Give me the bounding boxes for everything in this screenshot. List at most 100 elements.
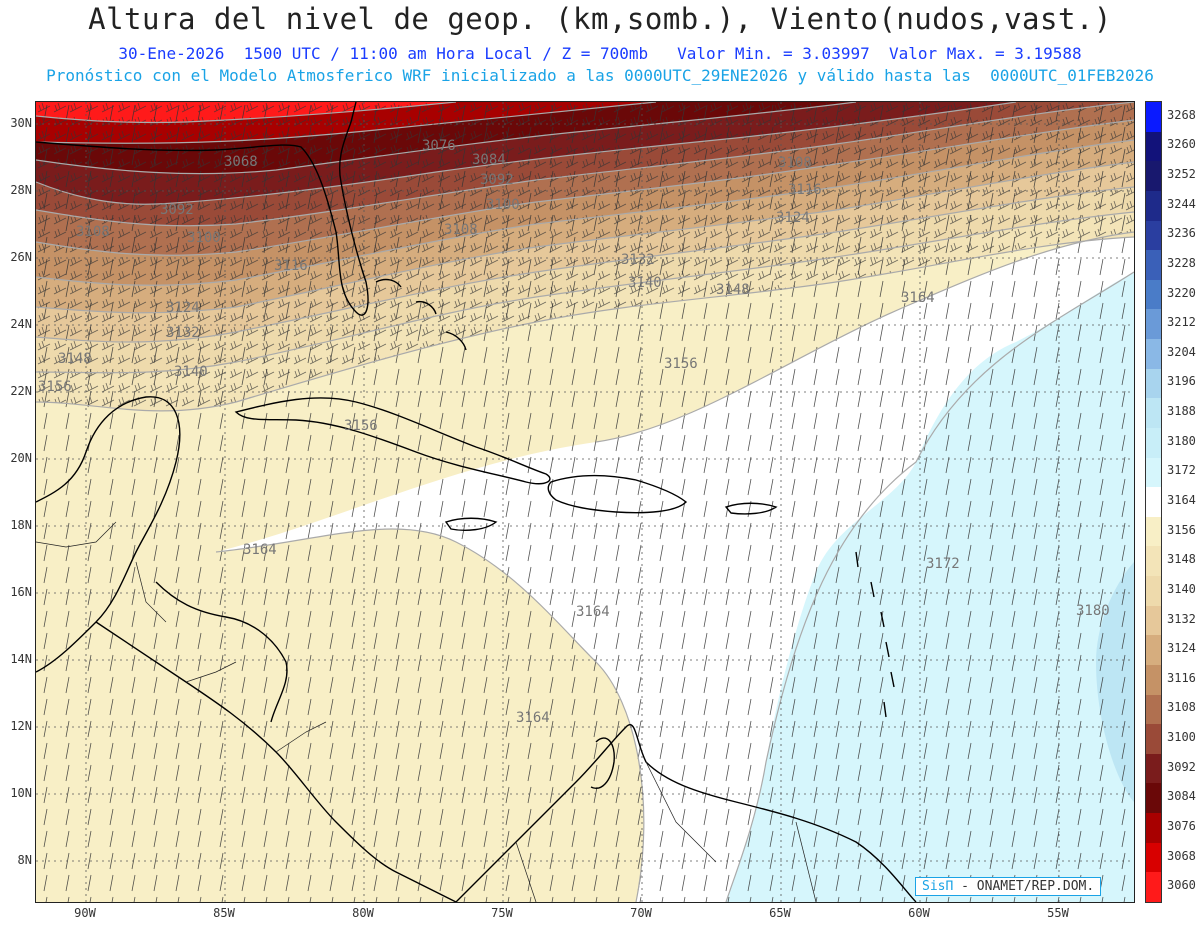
colorbar-swatch	[1146, 842, 1161, 873]
contour-label: 3132	[166, 325, 200, 341]
contour-label: 3108	[444, 222, 478, 238]
colorbar-swatch	[1146, 161, 1161, 192]
contour-label: 3092	[160, 202, 194, 218]
contour-label: 3124	[776, 210, 810, 226]
colorbar-label: 3180	[1167, 433, 1196, 448]
colorbar-label: 3252	[1167, 167, 1196, 182]
contour-label: 3180	[1076, 603, 1110, 619]
colorbar-label: 3172	[1167, 463, 1196, 478]
colorbar-swatch	[1146, 753, 1161, 784]
lon-label: 80W	[352, 906, 374, 920]
contour-label: 3148	[58, 351, 92, 367]
contour-label: 3084	[472, 152, 506, 168]
contour-label: 3164	[243, 542, 277, 558]
lat-label: 10N	[10, 786, 32, 800]
lat-label: 30N	[10, 116, 32, 130]
colorbar-label: 3268	[1167, 107, 1196, 122]
contour-label: 3156	[344, 418, 378, 434]
contour-label: 3108	[76, 224, 110, 240]
graticule	[36, 102, 1134, 902]
contour-label: 3164	[516, 710, 550, 726]
lat-label: 22N	[10, 384, 32, 398]
colorbar-label: 3084	[1167, 789, 1196, 804]
lon-label: 65W	[769, 906, 791, 920]
lat-label: 24N	[10, 317, 32, 331]
colorbar-label: 3156	[1167, 522, 1196, 537]
borders	[36, 521, 817, 902]
contour-label: 3116	[274, 258, 308, 274]
chart-title: Altura del nivel de geop. (km,somb.), Vi…	[88, 2, 1112, 36]
contour-label: 3068	[224, 154, 258, 170]
colorbar-swatch	[1146, 664, 1161, 696]
colorbar-label: 3076	[1167, 818, 1196, 833]
credit-box: SisΠ - ONAMET/REP.DOM.	[915, 877, 1102, 896]
colorbar-label: 3116	[1167, 670, 1196, 685]
colorbar-swatch	[1146, 131, 1161, 162]
colorbar-swatch	[1146, 457, 1161, 488]
colorbar-label: 3244	[1167, 196, 1196, 211]
contour-label: 3116	[788, 182, 822, 198]
colorbar-label: 3220	[1167, 285, 1196, 300]
credit-text: - ONAMET/REP.DOM.	[953, 879, 1095, 894]
colorbar-label: 3132	[1167, 611, 1196, 626]
colorbar-label: 3108	[1167, 700, 1196, 715]
colorbar-swatch	[1146, 813, 1161, 844]
contour-label: 3164	[576, 604, 610, 620]
valid-time-subtitle: 30-Ene-2026 1500 UTC / 11:00 am Hora Loc…	[118, 44, 1082, 63]
colorbar-label: 3260	[1167, 137, 1196, 152]
colorbar-swatch	[1146, 368, 1161, 399]
colorbar-label: 3140	[1167, 581, 1196, 596]
contour-label: 3148	[716, 282, 750, 298]
colorbar-label: 3236	[1167, 226, 1196, 241]
contour-label: 3140	[628, 275, 662, 291]
colorbar-swatch	[1146, 220, 1161, 251]
colorbar-label: 3124	[1167, 641, 1196, 656]
colorbar-swatch	[1146, 516, 1161, 547]
isolines	[36, 102, 1134, 902]
lon-label: 55W	[1047, 906, 1069, 920]
colorbar-swatch	[1146, 279, 1161, 310]
contour-label: 3100	[187, 230, 221, 246]
lat-label: 28N	[10, 183, 32, 197]
contour-label: 3092	[480, 172, 514, 188]
contour-label: 3172	[926, 556, 960, 572]
colorbar-label: 3068	[1167, 848, 1196, 863]
colorbar-swatch	[1146, 250, 1161, 281]
lon-label: 60W	[908, 906, 930, 920]
colorbar-swatch	[1146, 487, 1161, 518]
colorbar-swatch	[1146, 605, 1161, 636]
lat-label: 26N	[10, 250, 32, 264]
contour-label: 3076	[422, 138, 456, 154]
contour-label: 3156	[38, 379, 72, 395]
lat-label: 16N	[10, 585, 32, 599]
lon-label: 75W	[491, 906, 513, 920]
colorbar-label: 3188	[1167, 404, 1196, 419]
colorbar-label: 3164	[1167, 493, 1196, 507]
lat-label: 12N	[10, 719, 32, 733]
colorbar-label: 3228	[1167, 255, 1196, 270]
colorbar-label: 3196	[1167, 374, 1196, 389]
colorbar-label: 3212	[1167, 315, 1196, 330]
contour-label: 3132	[621, 252, 655, 268]
colorbar-swatch	[1146, 427, 1161, 459]
colorbar-swatch	[1146, 724, 1161, 755]
lon-label: 70W	[630, 906, 652, 920]
colorbar-label: 3148	[1167, 552, 1196, 567]
colorbar-swatch	[1146, 576, 1161, 607]
lon-label: 85W	[213, 906, 235, 920]
colorbar-label: 3204	[1167, 344, 1196, 359]
model-info-subtitle: Pronóstico con el Modelo Atmosferico WRF…	[46, 66, 1154, 85]
colorbar-swatch	[1146, 872, 1161, 903]
contour-labels: 3068 3076 3084 3092 3092 3100 3100 3108 …	[38, 138, 1110, 726]
colorbar-swatch	[1146, 102, 1161, 133]
lon-label: 90W	[74, 906, 96, 920]
contour-label: 3124	[166, 300, 200, 316]
contour-label: 3100	[486, 197, 520, 213]
contour-label: 3156	[664, 356, 698, 372]
geopotential-map: 3068 3076 3084 3092 3092 3100 3100 3108 …	[36, 102, 1134, 902]
wind-barbs-strong	[36, 102, 1134, 411]
colorbar	[1145, 101, 1162, 903]
lat-label: 20N	[10, 451, 32, 465]
colorbar-swatch	[1146, 309, 1161, 340]
colorbar-label: 3100	[1167, 730, 1196, 745]
